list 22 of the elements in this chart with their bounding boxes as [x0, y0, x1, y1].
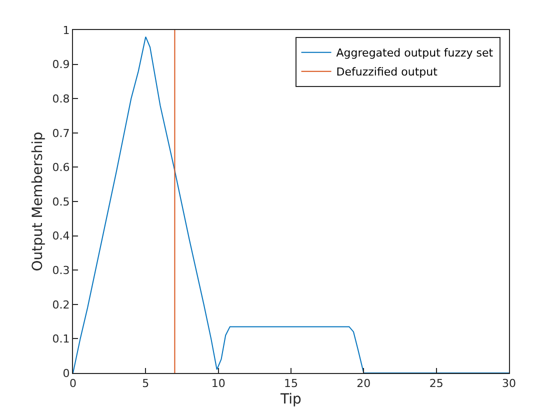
y-tick-label: 0.3 — [52, 264, 70, 277]
y-tick-label: 0.6 — [52, 161, 70, 174]
line-series — [73, 36, 509, 373]
x-tick-label: 5 — [142, 377, 150, 390]
y-tick-label: 0.4 — [52, 230, 70, 243]
y-tick-label: 0.9 — [52, 58, 70, 72]
y-tick-label: 0.2 — [52, 298, 70, 312]
y-tick-label: 0.5 — [52, 195, 70, 208]
y-tick-label: 0.7 — [52, 126, 70, 140]
y-tick-label: 0 — [62, 366, 70, 380]
x-tick-label: 15 — [284, 377, 298, 390]
x-tick-label: 20 — [356, 377, 371, 390]
x-tick-label: 10 — [211, 377, 226, 390]
y-tick-label: 0.8 — [52, 92, 70, 106]
x-axis-title: Tip — [280, 392, 302, 408]
legend-label: Defuzzified output — [336, 66, 438, 79]
y-tick-label: 1 — [62, 24, 70, 37]
x-tick-label: 30 — [502, 377, 516, 390]
legend-label: Aggregated output fuzzy set — [336, 46, 494, 60]
y-tick-label: 0.1 — [52, 332, 70, 346]
x-tick-label: 25 — [429, 377, 444, 390]
y-axis-title: Output Membership — [30, 132, 46, 272]
